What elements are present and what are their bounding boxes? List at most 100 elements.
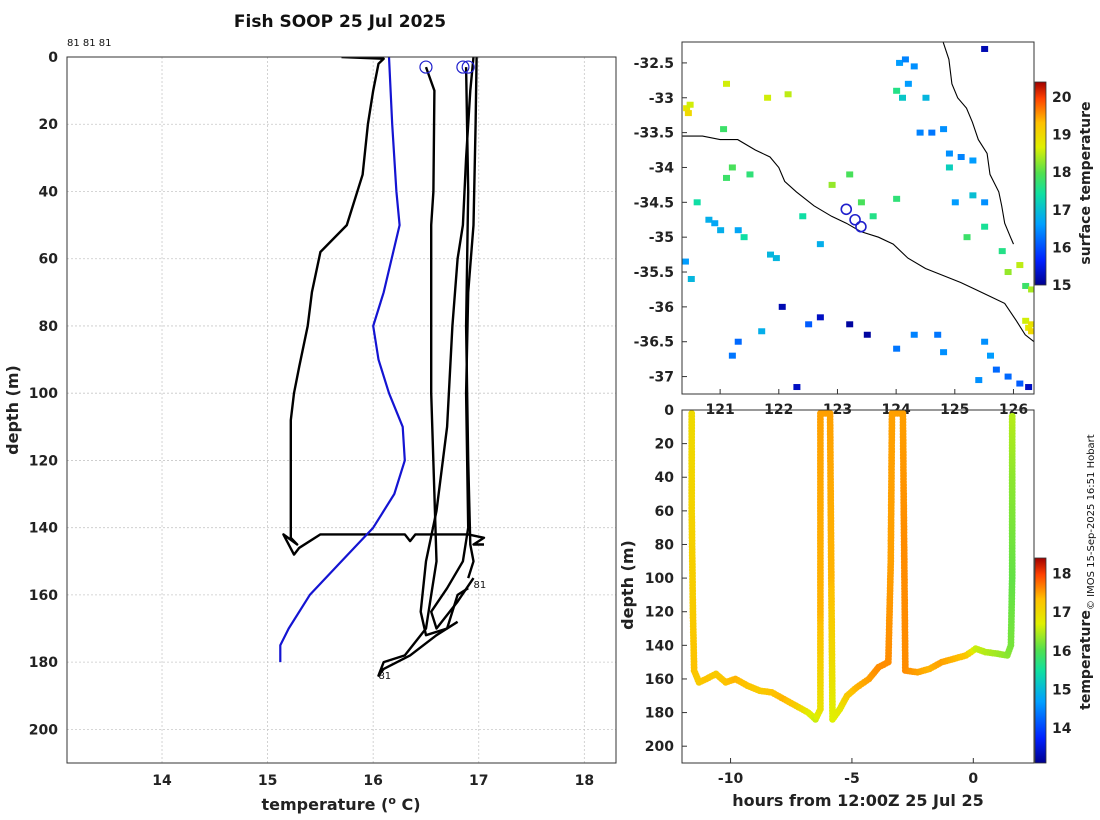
map-colorbar-label: surface temperature [1078, 101, 1094, 264]
section-y-tick-label: 180 [645, 706, 674, 722]
map-temperature-cell [1016, 262, 1024, 269]
section-colorbar-ticks: 14 15 16 17 18 [1052, 566, 1072, 737]
map-y-tick-label: -34.5 [634, 195, 674, 211]
map-temperature-cell [846, 171, 854, 178]
map-temperature-cell [863, 331, 871, 338]
map-temperature-cell [1025, 384, 1033, 391]
section-axes-box [681, 409, 1035, 764]
map-temperature-cell [981, 199, 989, 206]
profile-x-tick-label: 16 [363, 773, 382, 789]
map-temperature-cell [910, 331, 918, 338]
section-y-tick-label: 80 [655, 537, 675, 553]
section-colorbar-tick-label: 17 [1052, 605, 1071, 621]
map-temperature-cell [857, 199, 865, 206]
section-y-tick-label: 40 [655, 470, 675, 486]
map-temperature-cell [772, 255, 780, 262]
map-temperature-cell [767, 251, 774, 258]
map-temperature-cell [910, 63, 918, 70]
profile-x-axis-label: temperature (o C) [261, 794, 420, 814]
map-temperature-cell [686, 101, 694, 108]
track-marker-circle [849, 213, 861, 226]
map-temperature-cell [1022, 282, 1030, 289]
profile-y-axis-label: depth (m) [3, 365, 22, 455]
profile-1-line [282, 57, 486, 556]
map-temperature-cell [846, 321, 854, 328]
map-y-tick-label: -37 [649, 370, 674, 386]
map-colorbar-ticks: 15 16 17 18 19 20 [1052, 90, 1072, 294]
section-x-tick-label: 0 [968, 771, 978, 787]
map-temperature-cell [901, 56, 909, 63]
map-temperature-cell [778, 303, 786, 310]
profile-series-group [279, 57, 486, 677]
section-y-tick-label: 200 [645, 739, 674, 755]
map-temperature-cell [969, 157, 977, 164]
profile-y-tick-label: 60 [39, 252, 59, 268]
map-temperature-cell [711, 220, 719, 227]
profile-3-line [419, 57, 475, 637]
section-y-tick-label: 140 [645, 638, 674, 654]
mean-profile-line [279, 57, 406, 663]
section-y-axis-label: depth (m) [618, 540, 637, 630]
map-temperature-cell [816, 314, 824, 321]
map-temperature-cell [899, 94, 906, 101]
map-temperature-cell [764, 94, 772, 101]
map-temperature-cell [945, 164, 953, 171]
profile-y-tick-label: 80 [39, 319, 59, 335]
profile-x-tick-label: 18 [575, 773, 594, 789]
surface-temperature-map-panel: 121 122 123 124 125 126-32.5-33-33.5-34-34.5-… [634, 41, 1094, 418]
profile-y-tick-label: 120 [29, 453, 58, 469]
profile-5-line [464, 67, 475, 579]
section-y-tick-label: 160 [645, 672, 674, 688]
coastline-path [942, 42, 1015, 245]
map-y-tick-label: -33 [649, 91, 674, 107]
map-temperature-cell [784, 91, 792, 98]
map-temperature-cell [717, 227, 725, 234]
map-temperature-cell [1028, 286, 1034, 293]
figure-title: Fish SOOP 25 Jul 2025 [234, 12, 446, 32]
profile-y-tick-label: 200 [29, 722, 58, 738]
map-temperature-cell [987, 352, 994, 359]
map-temperature-cell [1016, 380, 1024, 387]
section-x-axis-label: hours from 12:00Z 25 Jul 25 [732, 791, 983, 810]
map-colorbar-tick-label: 17 [1052, 203, 1071, 219]
map-temperature-cell [740, 234, 748, 241]
map-temperature-cell [981, 223, 989, 230]
map-temperature-cell [805, 321, 813, 328]
section-colorbar-label: temperature [1078, 610, 1094, 710]
section-colorbar-tick-label: 16 [1052, 644, 1071, 660]
map-axes-box [681, 41, 1035, 395]
map-temperature-cells [682, 45, 1034, 391]
profile-y-tick-label: 100 [29, 386, 58, 402]
section-track-points [688, 410, 1016, 723]
profile-x-tick-label: 14 [152, 773, 172, 789]
map-temperature-cell [893, 87, 901, 94]
map-temperature-cell [746, 171, 754, 178]
section-colorbar-tick-label: 18 [1052, 566, 1071, 582]
map-temperature-cell [682, 258, 689, 265]
track-marker-circle [840, 203, 853, 216]
map-y-tick-label: -35 [649, 230, 674, 246]
map-temperature-cell [957, 154, 965, 161]
profile-ids-label: 81 81 81 [67, 38, 112, 49]
map-temperature-cell [904, 80, 912, 87]
map-temperature-cell [896, 59, 904, 66]
map-temperature-cell [1025, 324, 1033, 331]
map-temperature-cell [869, 213, 877, 220]
surface-marker-circle [419, 60, 433, 74]
section-colorbar-tick-label: 14 [1052, 721, 1072, 737]
map-colorbar-tick-label: 18 [1052, 165, 1071, 181]
map-temperature-cell [992, 366, 1000, 373]
profile-surface-markers [419, 60, 475, 74]
map-temperature-cell [916, 129, 924, 136]
section-y-tick-label: 120 [645, 605, 674, 621]
section-y-tick-label: 60 [655, 504, 675, 520]
map-temperature-cell [1022, 317, 1030, 324]
map-temperature-cell [1028, 321, 1034, 328]
profile-y-tick-label: 0 [48, 50, 58, 66]
map-temperature-cell [723, 174, 730, 181]
profile-x-tick-label: 17 [469, 773, 488, 789]
map-temperature-cell [945, 150, 953, 157]
map-temperature-cell [940, 349, 948, 356]
map-temperature-cell [693, 199, 701, 206]
